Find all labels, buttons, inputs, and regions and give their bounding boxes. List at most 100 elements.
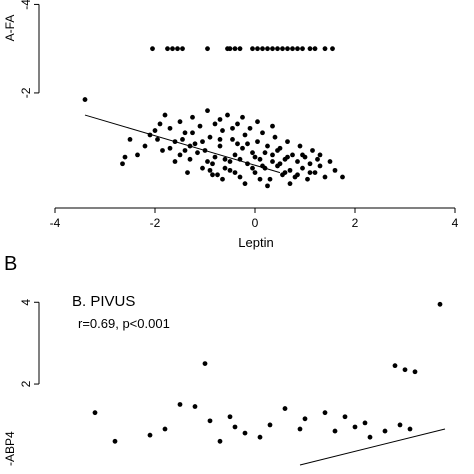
data-point <box>202 148 208 153</box>
data-point <box>230 125 235 131</box>
data-point <box>180 137 185 142</box>
data-point <box>267 176 273 182</box>
data-point <box>237 156 243 162</box>
data-point <box>232 170 238 175</box>
data-point <box>322 46 328 52</box>
data-point <box>285 139 290 145</box>
data-point <box>312 170 318 175</box>
data-point <box>310 148 315 153</box>
y-tick-label: 2 <box>19 380 33 387</box>
data-point <box>260 130 265 136</box>
data-point <box>277 161 283 167</box>
data-point <box>340 174 345 180</box>
data-point <box>280 46 285 52</box>
data-point <box>170 46 175 52</box>
data-point <box>207 418 213 424</box>
data-point <box>297 426 303 432</box>
data-point <box>220 128 225 133</box>
data-point <box>190 114 195 120</box>
data-point <box>122 154 128 160</box>
data-point <box>227 159 233 164</box>
data-point <box>317 152 323 158</box>
data-point <box>190 130 195 136</box>
panel-b-letter: B <box>4 253 17 275</box>
data-point <box>257 156 263 162</box>
data-point <box>177 402 183 407</box>
data-point <box>257 434 263 440</box>
data-point <box>162 426 168 432</box>
data-point <box>187 143 193 149</box>
y-tick-label: -4 <box>19 0 33 10</box>
data-point <box>172 159 178 164</box>
data-point <box>265 143 270 149</box>
data-point <box>155 137 160 142</box>
panel-a-x-axis-label: Leptin <box>238 235 273 250</box>
data-point <box>437 301 443 307</box>
data-point <box>225 112 230 118</box>
data-point <box>295 172 300 178</box>
data-point <box>205 108 210 114</box>
data-point <box>237 174 243 180</box>
data-point <box>195 150 200 156</box>
data-point <box>215 172 220 178</box>
data-point <box>260 46 265 52</box>
data-point <box>165 46 170 52</box>
data-point <box>257 176 263 182</box>
data-point <box>227 46 233 52</box>
data-point <box>142 143 148 149</box>
data-point <box>200 139 205 145</box>
data-point <box>300 165 305 171</box>
data-point <box>182 130 188 136</box>
data-point <box>232 424 238 430</box>
data-point <box>290 152 295 158</box>
data-point <box>270 152 275 158</box>
data-point <box>255 46 260 52</box>
data-point <box>270 159 275 164</box>
data-point <box>265 183 270 189</box>
data-point <box>275 46 280 52</box>
data-point <box>250 46 255 52</box>
data-point <box>240 145 245 151</box>
data-point <box>330 46 335 52</box>
data-point <box>212 154 218 160</box>
data-point <box>307 161 313 167</box>
data-point <box>282 406 288 411</box>
data-point <box>250 165 255 171</box>
data-point <box>362 420 368 426</box>
data-point <box>242 132 248 138</box>
data-point <box>252 170 258 175</box>
y-tick-label: -2 <box>19 87 33 98</box>
data-point <box>327 159 333 164</box>
data-point <box>300 152 305 158</box>
data-point <box>290 46 295 52</box>
data-point <box>402 367 408 373</box>
data-point <box>237 46 243 52</box>
data-point <box>162 112 168 118</box>
panel-a-x-ticks: -4 -2 0 2 4 <box>50 208 459 230</box>
data-point <box>300 46 305 52</box>
data-point <box>187 156 193 162</box>
x-tick-label: 2 <box>352 216 359 230</box>
panel-b-statistics: r=0.69, p<0.001 <box>78 316 170 331</box>
data-point <box>250 150 255 156</box>
data-point <box>160 148 165 153</box>
panel-b-regression-line <box>299 428 446 466</box>
data-point <box>197 123 203 129</box>
data-point <box>182 148 188 153</box>
data-point <box>322 174 328 180</box>
data-point <box>127 137 133 142</box>
panel-a-data-points <box>82 46 345 189</box>
data-point <box>262 150 268 156</box>
data-point <box>295 46 300 52</box>
data-point <box>157 121 163 127</box>
data-point <box>412 369 418 375</box>
data-point <box>247 125 253 131</box>
data-point <box>207 167 213 173</box>
panel-a-regression-line <box>84 114 281 174</box>
data-point <box>217 438 223 444</box>
panel-b-data-points <box>92 301 443 444</box>
data-point <box>235 141 240 147</box>
data-point <box>232 152 238 158</box>
panel-b-title: B. PIVUS <box>72 293 135 310</box>
data-point <box>297 143 303 149</box>
